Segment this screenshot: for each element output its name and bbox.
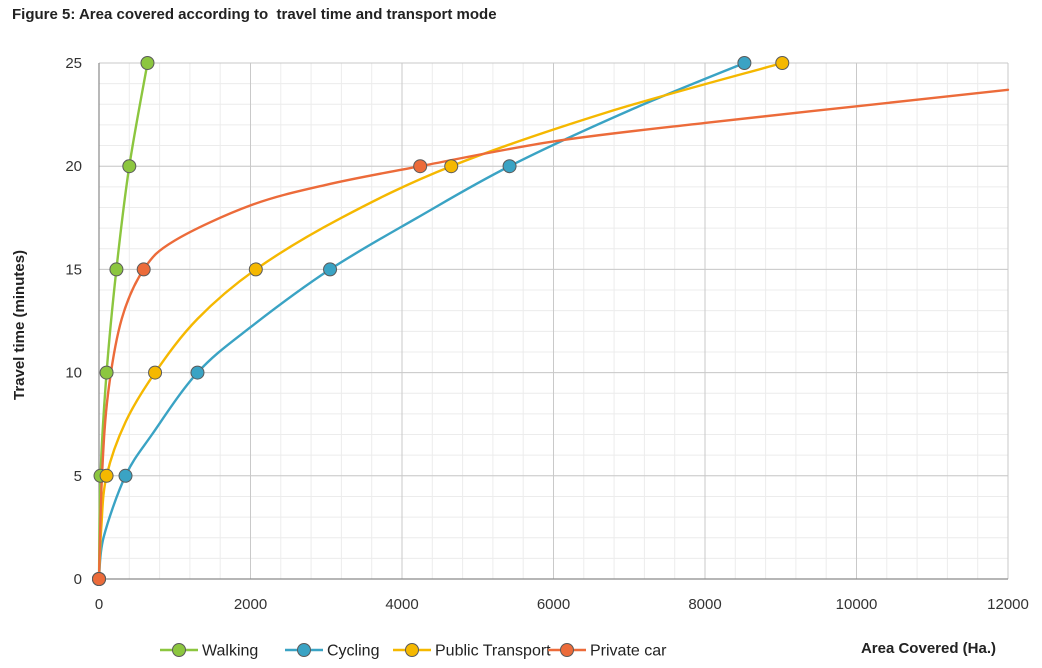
y-tick-label: 15 bbox=[65, 261, 82, 278]
legend-marker-private-car bbox=[560, 643, 574, 657]
data-point-public-transport bbox=[775, 56, 790, 70]
y-tick-label: 10 bbox=[65, 365, 82, 382]
chart-title: Figure 5: Area covered according to trav… bbox=[12, 6, 497, 23]
y-tick-label: 25 bbox=[65, 55, 82, 72]
data-point-cycling bbox=[502, 159, 517, 174]
x-tick-label: 8000 bbox=[688, 596, 721, 613]
x-tick-label: 12000 bbox=[987, 596, 1029, 613]
x-tick-label: 0 bbox=[95, 596, 103, 613]
data-point-private-car bbox=[413, 159, 428, 174]
data-point-public-transport bbox=[99, 468, 114, 483]
y-tick-label: 5 bbox=[74, 468, 82, 485]
legend-marker-cycling bbox=[297, 643, 311, 657]
series-line-public-transport bbox=[97, 61, 784, 581]
data-point-cycling bbox=[323, 262, 338, 277]
x-tick-label: 4000 bbox=[385, 596, 418, 613]
data-point-private-car bbox=[92, 572, 106, 586]
data-point-walking bbox=[109, 262, 124, 277]
data-point-public-transport bbox=[444, 159, 459, 174]
x-tick-label: 6000 bbox=[537, 596, 570, 613]
data-point-walking bbox=[122, 159, 137, 174]
series-markers bbox=[92, 56, 790, 586]
data-point-walking bbox=[99, 365, 114, 380]
x-tick-labels: 0 2000 4000 6000 8000 10000 12000 bbox=[95, 596, 1029, 613]
y-tick-labels: 0 5 10 15 20 25 bbox=[65, 55, 82, 588]
legend-marker-public-transport bbox=[405, 643, 419, 657]
data-point-cycling bbox=[190, 365, 205, 380]
data-point-cycling bbox=[737, 56, 752, 70]
data-point-cycling bbox=[118, 468, 133, 483]
legend-label-public-transport: Public Transport bbox=[435, 643, 551, 660]
legend-label-cycling: Cycling bbox=[327, 643, 379, 660]
x-axis-title: Area Covered (Ha.) bbox=[861, 640, 996, 657]
legend-marker-walking bbox=[172, 643, 186, 657]
data-point-walking bbox=[140, 56, 155, 70]
data-point-public-transport bbox=[248, 262, 263, 277]
y-tick-label: 20 bbox=[65, 158, 82, 175]
x-tick-label: 2000 bbox=[234, 596, 267, 613]
series-line-private-car bbox=[97, 88, 1010, 581]
data-point-public-transport bbox=[148, 365, 163, 380]
legend: Walking Cycling Public Transport Private ca… bbox=[160, 643, 667, 660]
legend-label-walking: Walking bbox=[202, 643, 258, 660]
x-tick-label: 10000 bbox=[836, 596, 878, 613]
series-line-walking bbox=[97, 61, 149, 581]
data-point-private-car bbox=[136, 262, 151, 277]
legend-label-private-car: Private car bbox=[590, 643, 667, 660]
y-tick-label: 0 bbox=[74, 571, 82, 588]
y-axis-title: Travel time (minutes) bbox=[11, 250, 28, 400]
